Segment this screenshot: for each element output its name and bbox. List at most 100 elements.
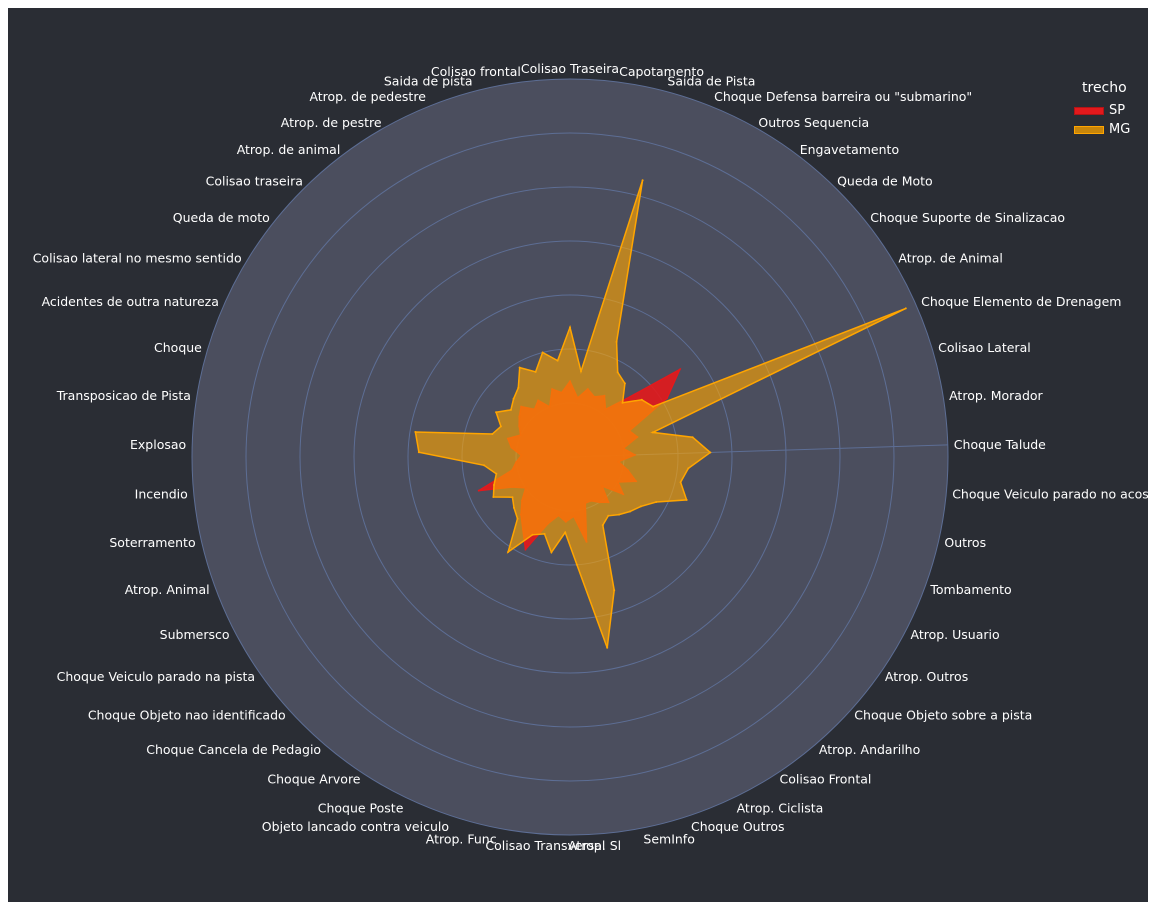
data-point-mg[interactable]	[511, 496, 513, 498]
data-point-mg[interactable]	[617, 371, 619, 373]
plot-background: Colisao Traseira Capotamento Saida de Pist…	[8, 8, 1148, 902]
data-point-mg[interactable]	[641, 399, 643, 401]
axis-label: Incendio	[135, 486, 188, 501]
data-point-mg[interactable]	[607, 515, 609, 517]
data-point-mg[interactable]	[542, 352, 544, 354]
data-point-mg[interactable]	[569, 326, 571, 328]
data-point-mg[interactable]	[580, 370, 582, 372]
axis-label: Atrop. de animal	[237, 142, 341, 157]
axis-label: Objeto lancado contra veiculo	[262, 819, 449, 834]
data-point-mg[interactable]	[513, 507, 515, 509]
data-point-mg[interactable]	[535, 371, 537, 373]
data-point-mg[interactable]	[510, 409, 512, 411]
axis-label: Choque Poste	[318, 801, 404, 816]
data-point-mg[interactable]	[616, 341, 618, 343]
data-point-mg[interactable]	[709, 452, 711, 454]
axis-label: Acidentes de outra natureza	[42, 294, 219, 309]
data-point-mg[interactable]	[642, 179, 644, 181]
axis-label: Outros Sequencia	[758, 115, 869, 130]
data-point-mg[interactable]	[905, 307, 907, 309]
axis-label: Colisao Transversal	[485, 838, 605, 853]
axis-label: Choque Defensa barreira ou "submarino"	[714, 89, 972, 104]
axis-label: Colisao Traseira	[521, 61, 619, 76]
axis-label: Atrop. de Animal	[898, 250, 1002, 265]
data-point-mg[interactable]	[622, 402, 624, 404]
data-point-mg[interactable]	[507, 551, 509, 553]
axis-label: Colisao lateral no mesmo sentido	[33, 250, 242, 265]
data-point-mg[interactable]	[557, 360, 559, 362]
axis-label: Queda de moto	[173, 210, 270, 225]
axis-label: Choque Arvore	[267, 771, 360, 786]
data-point-mg[interactable]	[680, 481, 682, 483]
axis-label: Saida de Pista	[667, 74, 755, 89]
data-point-mg[interactable]	[692, 436, 694, 438]
data-point-sp[interactable]	[666, 397, 668, 399]
axis-label: Choque Veiculo parado na pista	[57, 669, 255, 684]
data-point-mg[interactable]	[418, 451, 420, 453]
data-point-sp[interactable]	[478, 490, 480, 492]
axis-label: Colisao traseira	[206, 174, 303, 189]
data-point-mg[interactable]	[576, 564, 578, 566]
axis-label: Explosao	[130, 437, 186, 452]
data-point-mg[interactable]	[517, 518, 519, 520]
data-point-mg[interactable]	[519, 367, 521, 369]
data-point-mg[interactable]	[495, 473, 497, 475]
data-point-sp[interactable]	[525, 548, 527, 550]
legend-swatch-mg	[1074, 126, 1104, 134]
data-point-mg[interactable]	[629, 511, 631, 513]
axis-label: Atrop. Andarilho	[819, 742, 920, 757]
axis-label: Atrop. Animal	[125, 582, 210, 597]
data-point-mg[interactable]	[495, 411, 497, 413]
data-point-mg[interactable]	[640, 505, 642, 507]
data-point-mg[interactable]	[493, 484, 495, 486]
legend: trecho SP MG	[1074, 80, 1156, 139]
axis-label: Transposicao de Pista	[56, 388, 191, 403]
axis-label: Outros	[944, 535, 986, 550]
axis-label: Atrop. de pestre	[281, 115, 382, 130]
axis-label: Tombamento	[929, 582, 1011, 597]
data-point-mg[interactable]	[618, 514, 620, 516]
data-point-mg[interactable]	[686, 499, 688, 501]
axis-label: Atrop. Outros	[885, 669, 968, 684]
data-point-mg[interactable]	[687, 467, 689, 469]
data-point-mg[interactable]	[517, 387, 519, 389]
data-point-mg[interactable]	[544, 533, 546, 535]
legend-item-mg[interactable]: MG	[1074, 120, 1156, 139]
data-point-mg[interactable]	[500, 425, 502, 427]
data-point-mg[interactable]	[513, 398, 515, 400]
axis-label: Queda de Moto	[837, 174, 933, 189]
data-point-mg[interactable]	[655, 501, 657, 503]
axis-label: Colisao Frontal	[780, 771, 872, 786]
data-point-mg[interactable]	[613, 589, 615, 591]
data-point-mg[interactable]	[550, 551, 552, 553]
data-point-mg[interactable]	[624, 382, 626, 384]
axis-label: Soterramento	[109, 535, 195, 550]
axis-label: Colisao Lateral	[938, 340, 1031, 355]
legend-swatch-sp	[1074, 107, 1104, 115]
legend-item-sp[interactable]: SP	[1074, 101, 1156, 120]
axis-label: Choque Outros	[691, 819, 785, 834]
axis-label: Atrop. Morador	[949, 388, 1043, 403]
legend-label-mg: MG	[1109, 122, 1130, 137]
axis-label: Engavetamento	[800, 142, 899, 157]
data-point-mg[interactable]	[532, 534, 534, 536]
data-point-mg[interactable]	[414, 431, 416, 433]
axis-label: Atrop. de pedestre	[309, 89, 426, 104]
data-point-mg[interactable]	[564, 531, 566, 533]
axis-label: Choque Suporte de Sinalizacao	[870, 210, 1065, 225]
axis-label: Choque Objeto nao identificado	[88, 708, 286, 723]
data-point-mg[interactable]	[492, 496, 494, 498]
axis-label: SemInfo	[643, 831, 694, 846]
data-point-mg[interactable]	[652, 406, 654, 408]
data-point-sp[interactable]	[679, 369, 681, 371]
data-point-sp[interactable]	[625, 398, 627, 400]
axis-label: Choque	[154, 340, 202, 355]
data-point-mg[interactable]	[606, 647, 608, 649]
axis-label: Atrop. Usuario	[911, 627, 1000, 642]
legend-title: trecho	[1082, 80, 1156, 96]
data-point-mg[interactable]	[602, 524, 604, 526]
axis-label: Colisao frontal	[431, 64, 521, 79]
data-point-mg[interactable]	[491, 433, 493, 435]
data-point-mg[interactable]	[652, 431, 654, 433]
data-point-mg[interactable]	[483, 464, 485, 466]
